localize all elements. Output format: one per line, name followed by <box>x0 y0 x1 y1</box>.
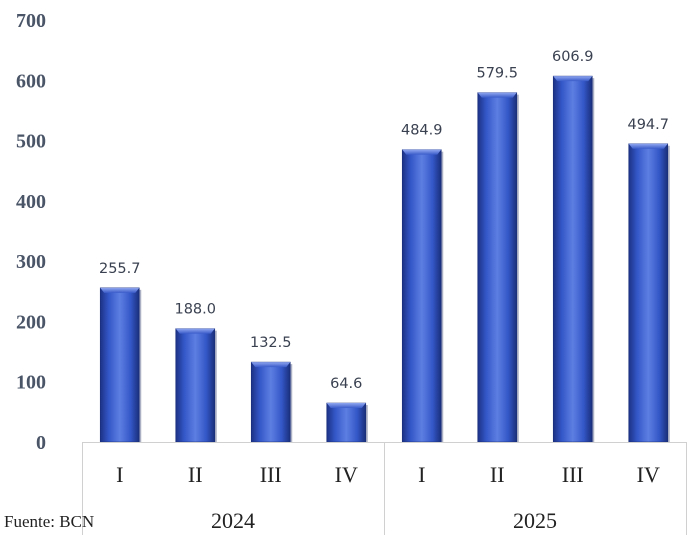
data-label: 255.7 <box>99 261 141 277</box>
data-label: 494.7 <box>627 117 669 133</box>
group-label: 2024 <box>211 508 255 533</box>
source-note: Fuente: BCN <box>4 512 95 531</box>
bar-cap <box>553 76 593 82</box>
bar <box>628 143 669 443</box>
bar <box>477 92 518 443</box>
x-tick-label: II <box>188 462 203 487</box>
y-tick-label: 500 <box>16 131 46 153</box>
data-label: 64.6 <box>330 376 362 392</box>
x-tick-label: II <box>490 462 505 487</box>
bar <box>326 402 367 443</box>
bar <box>99 287 140 443</box>
y-tick-label: 400 <box>16 191 46 213</box>
y-tick-label: 700 <box>16 10 46 32</box>
y-tick-label: 0 <box>36 432 46 454</box>
y-tick-label: 600 <box>16 70 46 92</box>
bar-cap <box>100 287 140 293</box>
x-tick-label: IV <box>335 462 358 487</box>
y-tick-label: 200 <box>16 311 46 333</box>
bar-cap <box>251 362 291 368</box>
x-tick-label: III <box>562 462 584 487</box>
bar-cap <box>477 92 517 98</box>
y-axis: 0 100 200 300 400 500 600 700 <box>16 10 46 454</box>
y-tick-label: 100 <box>16 372 46 394</box>
data-labels-group: 255.7 188.0 132.5 64.6 484.9 579.5 606.9 494.7 <box>99 49 669 392</box>
data-label: 188.0 <box>174 302 216 318</box>
bar <box>250 361 291 443</box>
data-label: 579.5 <box>476 66 518 82</box>
x-tick-label: I <box>116 462 123 487</box>
x-tick-label: I <box>418 462 425 487</box>
bar <box>175 328 216 443</box>
x-tick-label: III <box>260 462 282 487</box>
data-label: 132.5 <box>250 335 292 351</box>
bar <box>401 149 442 443</box>
bar-cap <box>175 328 215 334</box>
bars-group <box>99 75 670 443</box>
bar-cap <box>402 149 442 155</box>
bar-cap <box>628 143 668 149</box>
bar-cap <box>326 403 366 409</box>
y-tick-label: 300 <box>16 251 46 273</box>
bar <box>552 75 593 443</box>
group-label: 2025 <box>513 508 557 533</box>
x-tick-label: IV <box>637 462 660 487</box>
data-label: 484.9 <box>401 123 443 139</box>
data-label: 606.9 <box>552 49 594 65</box>
